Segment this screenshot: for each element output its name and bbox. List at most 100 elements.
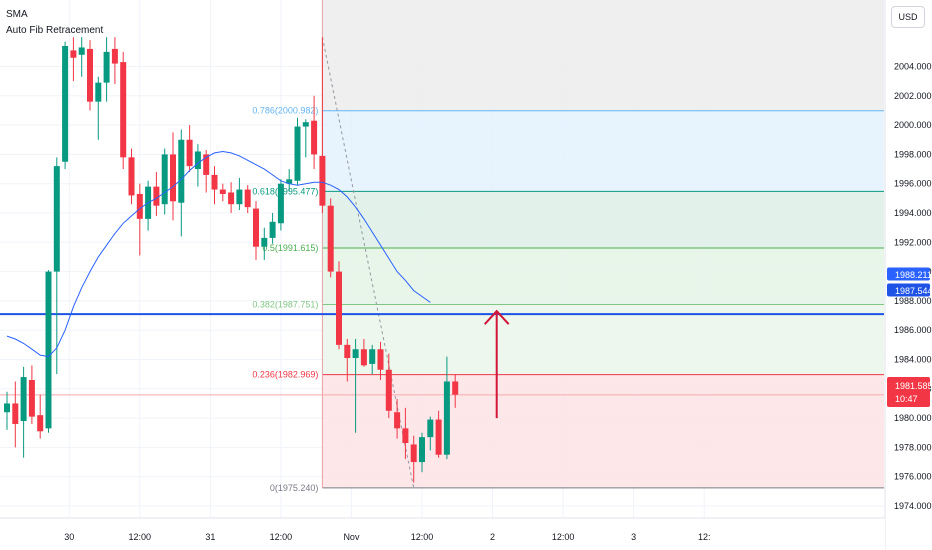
fib-label-0.786: 0.786(2000.982) [252,106,318,116]
candle[interactable] [153,171,160,216]
candle[interactable] [419,432,425,473]
candle-body [228,192,235,205]
candle[interactable] [410,435,417,483]
arrow-head-icon[interactable] [483,309,510,325]
time-axis[interactable]: 30 12:00 31 12:00 Nov 12:00 2 12:00 3 12: [0,517,885,550]
candle[interactable] [103,37,110,102]
candle[interactable] [327,198,334,278]
candle-body [427,419,434,438]
candle[interactable] [178,129,185,237]
candle[interactable] [194,144,201,187]
candle[interactable] [402,407,409,460]
candle[interactable] [186,125,193,172]
current-price-tag[interactable]: 1981.585 10:47 [887,377,932,407]
candle-body [120,62,127,158]
line-price-tag[interactable]: 1987.544 [887,283,932,297]
candle[interactable] [95,76,102,140]
candle[interactable] [435,410,442,458]
candle[interactable] [236,177,243,211]
candle[interactable] [211,166,218,205]
candle[interactable] [145,180,152,231]
candle[interactable] [443,356,450,460]
candle-body [244,189,251,208]
price-tick-label: 1998.000 [894,149,932,159]
candle-body [20,377,27,422]
price-tick-label: 1984.000 [894,355,932,365]
candle[interactable] [45,270,52,433]
candle[interactable] [62,41,69,170]
price-tick-label: 1986.000 [894,325,932,335]
candle[interactable] [294,117,301,186]
candle[interactable] [244,185,251,213]
candles[interactable] [4,37,459,483]
candle[interactable] [319,37,326,213]
legend-sma[interactable]: SMA [6,9,28,20]
fib-retracement[interactable]: 0.786(2000.982) 0.618(1995.477) 0.5(1991.6… [252,0,884,493]
candle[interactable] [20,366,27,458]
candle[interactable] [261,227,268,260]
price-tick-label: 1974.000 [894,501,932,511]
candle[interactable] [78,37,85,77]
line-price-tag-label: 1987.544 [895,286,932,296]
candle[interactable] [385,353,392,419]
fib-label-0.236: 0.236(1982.969) [252,370,318,380]
candle[interactable] [111,37,118,85]
candle[interactable] [219,183,226,202]
candle-body [37,415,44,432]
candle[interactable] [269,213,276,244]
candle[interactable] [302,119,309,158]
horizontal-line[interactable] [0,313,884,396]
candle[interactable] [427,416,434,451]
candle[interactable] [4,391,10,430]
candle[interactable] [344,338,351,382]
candle[interactable] [136,183,143,256]
candle[interactable] [170,132,176,221]
candle[interactable] [70,37,77,82]
candle[interactable] [311,95,318,170]
candle[interactable] [360,338,367,367]
up-arrow-drawing[interactable] [483,309,510,419]
sma-price-tag-bg [887,267,930,281]
candle[interactable] [128,148,135,205]
candle-body [203,154,210,175]
candle[interactable] [352,338,359,433]
candle[interactable] [120,51,127,170]
candle-body [45,271,52,429]
fib-zone-0 [322,374,884,488]
candle[interactable] [53,157,60,375]
price-tick-label: 1996.000 [894,179,932,189]
candle[interactable] [12,381,19,448]
currency-button[interactable]: USD [891,6,925,28]
candle[interactable] [253,201,259,260]
candle[interactable] [394,399,401,439]
candle[interactable] [377,341,384,381]
candle-body [186,139,193,167]
candle-body [277,183,284,224]
price-tick-label: 1978.000 [894,442,932,452]
sma-price-tag[interactable]: 1988.211 [887,267,932,281]
candle-body [377,349,384,370]
candle[interactable] [286,169,293,192]
candle[interactable] [28,365,35,424]
candle[interactable] [37,394,44,439]
legend-auto-fib[interactable]: Auto Fib Retracement [6,25,104,36]
candle[interactable] [369,344,376,375]
candle-body [344,344,351,359]
candle-body [435,419,442,455]
time-tick-label: 3 [631,532,636,542]
candle-body [352,349,359,359]
current-price-tag-bg [887,377,930,407]
candle[interactable] [452,374,459,408]
candle-body [253,208,259,247]
candle-body [302,122,309,127]
candle[interactable] [228,182,235,213]
candle-body [170,154,176,202]
price-axis[interactable]: 1974.0001976.0001978.0001980.0001982.000… [884,0,932,550]
candle[interactable] [336,261,342,350]
candle[interactable] [277,179,284,231]
candle[interactable] [161,148,168,215]
candle-body [336,271,342,345]
candle-body [369,349,376,364]
candle[interactable] [87,40,93,111]
